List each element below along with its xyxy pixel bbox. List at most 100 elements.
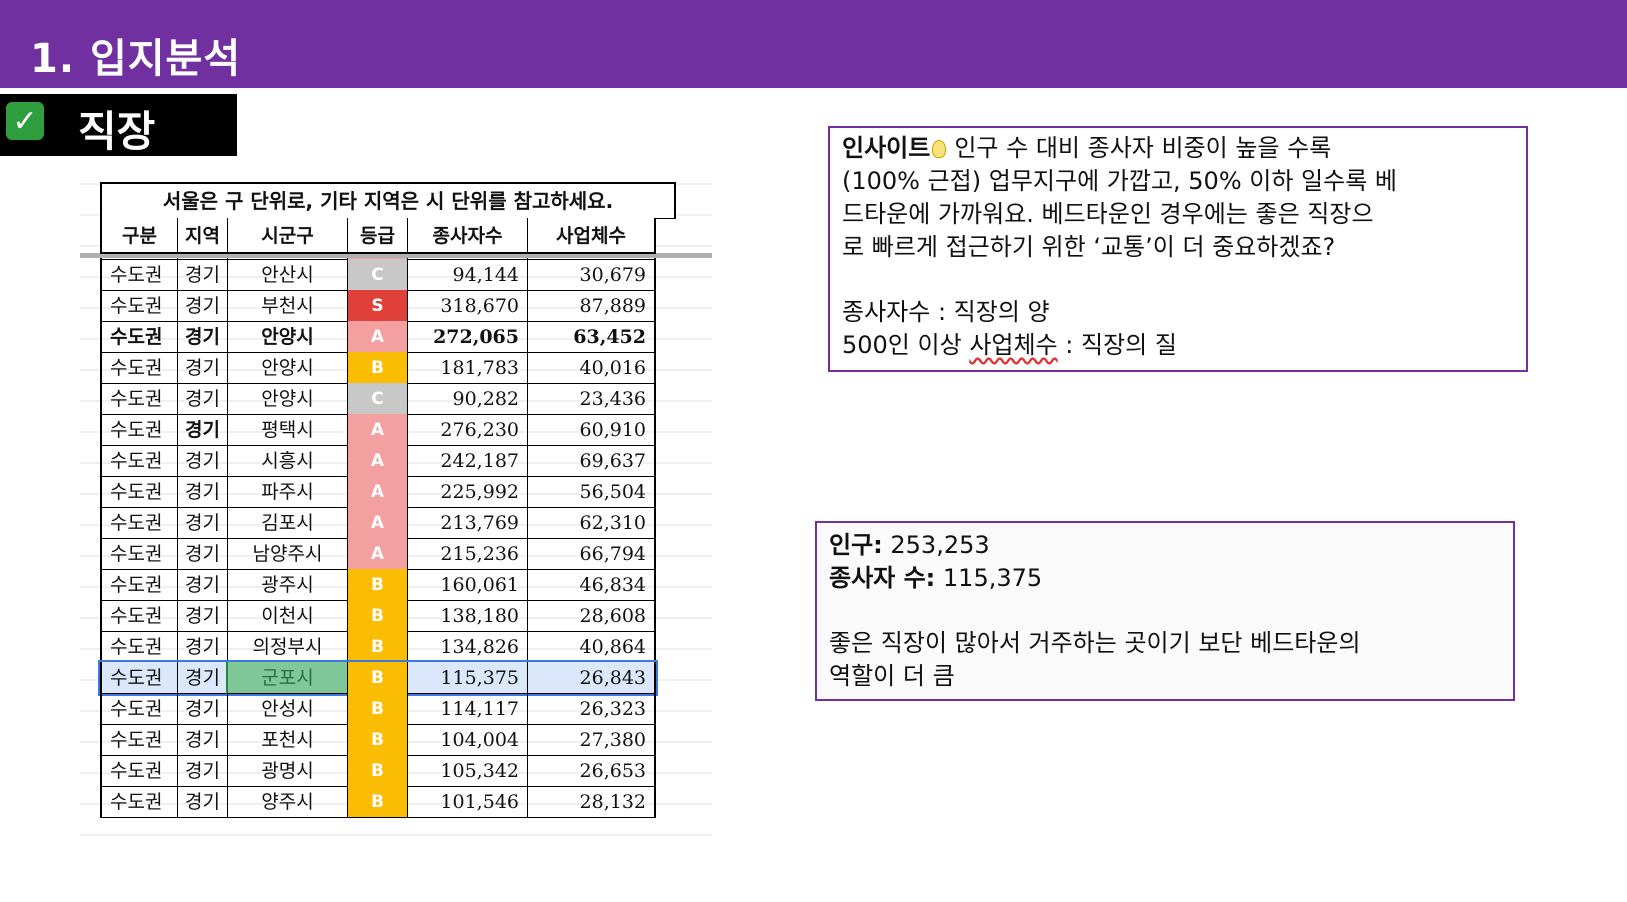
table-cell-region[interactable]: 경기: [178, 569, 228, 601]
table-cell-city[interactable]: 남양주시: [228, 538, 348, 570]
table-row[interactable]: 수도권 경기 부천시 S 318,670 87,889: [100, 290, 656, 322]
table-cell-region-group[interactable]: 수도권: [102, 476, 178, 508]
table-cell-region-group[interactable]: 수도권: [102, 538, 178, 570]
grade-badge[interactable]: A: [348, 414, 408, 446]
table-cell-businesses[interactable]: 56,504: [528, 476, 654, 508]
table-cell-businesses[interactable]: 26,323: [528, 693, 654, 725]
table-cell-region[interactable]: 경기: [178, 662, 228, 694]
table-cell-businesses[interactable]: 27,380: [528, 724, 654, 756]
table-cell-region-group[interactable]: 수도권: [102, 724, 178, 756]
table-cell-businesses[interactable]: 23,436: [528, 383, 654, 415]
table-cell-businesses[interactable]: 63,452: [528, 321, 654, 353]
table-row[interactable]: 수도권 경기 남양주시 A 215,236 66,794: [100, 538, 656, 570]
grade-badge[interactable]: B: [348, 786, 408, 818]
table-cell-region[interactable]: 경기: [178, 631, 228, 663]
table-cell-region-group[interactable]: 수도권: [102, 321, 178, 353]
table-row[interactable]: 수도권 경기 시흥시 A 242,187 69,637: [100, 445, 656, 477]
table-cell-region-group[interactable]: 수도권: [102, 662, 178, 694]
table-cell-workers[interactable]: 94,144: [408, 259, 528, 291]
table-row[interactable]: 수도권 경기 파주시 A 225,992 56,504: [100, 476, 656, 508]
table-cell-workers[interactable]: 104,004: [408, 724, 528, 756]
table-cell-city[interactable]: 이천시: [228, 600, 348, 632]
table-cell-workers[interactable]: 90,282: [408, 383, 528, 415]
table-row[interactable]: 수도권 경기 김포시 A 213,769 62,310: [100, 507, 656, 539]
table-cell-city[interactable]: 안양시: [228, 383, 348, 415]
table-cell-businesses[interactable]: 26,843: [528, 662, 654, 694]
table-cell-city[interactable]: 군포시: [226, 660, 350, 696]
grade-badge[interactable]: A: [348, 507, 408, 539]
table-cell-region[interactable]: 경기: [178, 538, 228, 570]
table-cell-workers[interactable]: 105,342: [408, 755, 528, 787]
table-cell-workers[interactable]: 318,670: [408, 290, 528, 322]
table-cell-region[interactable]: 경기: [178, 600, 228, 632]
table-cell-city[interactable]: 시흥시: [228, 445, 348, 477]
table-cell-workers[interactable]: 134,826: [408, 631, 528, 663]
grade-badge[interactable]: A: [348, 476, 408, 508]
table-cell-businesses[interactable]: 66,794: [528, 538, 654, 570]
table-cell-region[interactable]: 경기: [178, 352, 228, 384]
table-row[interactable]: 수도권 경기 안양시 A 272,065 63,452: [100, 321, 656, 353]
table-cell-businesses[interactable]: 62,310: [528, 507, 654, 539]
grade-badge[interactable]: C: [348, 383, 408, 415]
table-row[interactable]: 수도권 경기 안양시 B 181,783 40,016: [100, 352, 656, 384]
grade-badge[interactable]: B: [348, 693, 408, 725]
table-cell-city[interactable]: 의정부시: [228, 631, 348, 663]
table-cell-region[interactable]: 경기: [178, 383, 228, 415]
table-cell-workers[interactable]: 114,117: [408, 693, 528, 725]
table-row[interactable]: 수도권 경기 평택시 A 276,230 60,910: [100, 414, 656, 446]
grade-badge[interactable]: B: [348, 755, 408, 787]
grade-badge[interactable]: A: [348, 445, 408, 477]
table-cell-region[interactable]: 경기: [178, 290, 228, 322]
table-cell-region[interactable]: 경기: [178, 259, 228, 291]
table-cell-region-group[interactable]: 수도권: [102, 631, 178, 663]
grade-badge[interactable]: B: [348, 631, 408, 663]
table-cell-region[interactable]: 경기: [178, 507, 228, 539]
table-row[interactable]: 수도권 경기 양주시 B 101,546 28,132: [100, 786, 656, 818]
table-cell-businesses[interactable]: 69,637: [528, 445, 654, 477]
table-cell-city[interactable]: 광명시: [228, 755, 348, 787]
table-cell-region-group[interactable]: 수도권: [102, 786, 178, 818]
table-row[interactable]: 수도권 경기 광명시 B 105,342 26,653: [100, 755, 656, 787]
table-cell-region-group[interactable]: 수도권: [102, 693, 178, 725]
table-cell-workers[interactable]: 115,375: [408, 662, 528, 694]
table-row[interactable]: 수도권 경기 이천시 B 138,180 28,608: [100, 600, 656, 632]
table-cell-city[interactable]: 양주시: [228, 786, 348, 818]
table-cell-city[interactable]: 파주시: [228, 476, 348, 508]
table-cell-region[interactable]: 경기: [178, 755, 228, 787]
table-cell-region-group[interactable]: 수도권: [102, 445, 178, 477]
table-row[interactable]: 수도권 경기 군포시 B 115,375 26,843: [98, 660, 658, 696]
table-cell-businesses[interactable]: 40,016: [528, 352, 654, 384]
table-cell-workers[interactable]: 160,061: [408, 569, 528, 601]
table-cell-workers[interactable]: 181,783: [408, 352, 528, 384]
grade-badge[interactable]: S: [348, 290, 408, 322]
table-cell-businesses[interactable]: 28,608: [528, 600, 654, 632]
table-cell-region[interactable]: 경기: [178, 724, 228, 756]
table-cell-workers[interactable]: 215,236: [408, 538, 528, 570]
table-row[interactable]: 수도권 경기 의정부시 B 134,826 40,864: [100, 631, 656, 663]
table-cell-region-group[interactable]: 수도권: [102, 569, 178, 601]
table-cell-region-group[interactable]: 수도권: [102, 383, 178, 415]
grade-badge[interactable]: B: [348, 724, 408, 756]
table-row[interactable]: 수도권 경기 안양시 C 90,282 23,436: [100, 383, 656, 415]
grade-badge[interactable]: A: [348, 321, 408, 353]
grade-badge[interactable]: A: [348, 538, 408, 570]
table-row[interactable]: 수도권 경기 안산시 C 94,144 30,679: [100, 259, 656, 291]
table-cell-workers[interactable]: 225,992: [408, 476, 528, 508]
table-cell-region-group[interactable]: 수도권: [102, 755, 178, 787]
grade-badge[interactable]: B: [348, 352, 408, 384]
table-cell-region-group[interactable]: 수도권: [102, 259, 178, 291]
table-cell-workers[interactable]: 101,546: [408, 786, 528, 818]
table-cell-businesses[interactable]: 40,864: [528, 631, 654, 663]
table-row[interactable]: 수도권 경기 안성시 B 114,117 26,323: [100, 693, 656, 725]
table-cell-city[interactable]: 부천시: [228, 290, 348, 322]
grade-badge[interactable]: B: [348, 600, 408, 632]
table-cell-businesses[interactable]: 87,889: [528, 290, 654, 322]
table-cell-city[interactable]: 김포시: [228, 507, 348, 539]
table-cell-city[interactable]: 평택시: [228, 414, 348, 446]
table-cell-city[interactable]: 광주시: [228, 569, 348, 601]
table-cell-city[interactable]: 안성시: [228, 693, 348, 725]
table-cell-region-group[interactable]: 수도권: [102, 414, 178, 446]
grade-badge[interactable]: C: [348, 259, 408, 291]
table-row[interactable]: 수도권 경기 포천시 B 104,004 27,380: [100, 724, 656, 756]
table-cell-city[interactable]: 포천시: [228, 724, 348, 756]
